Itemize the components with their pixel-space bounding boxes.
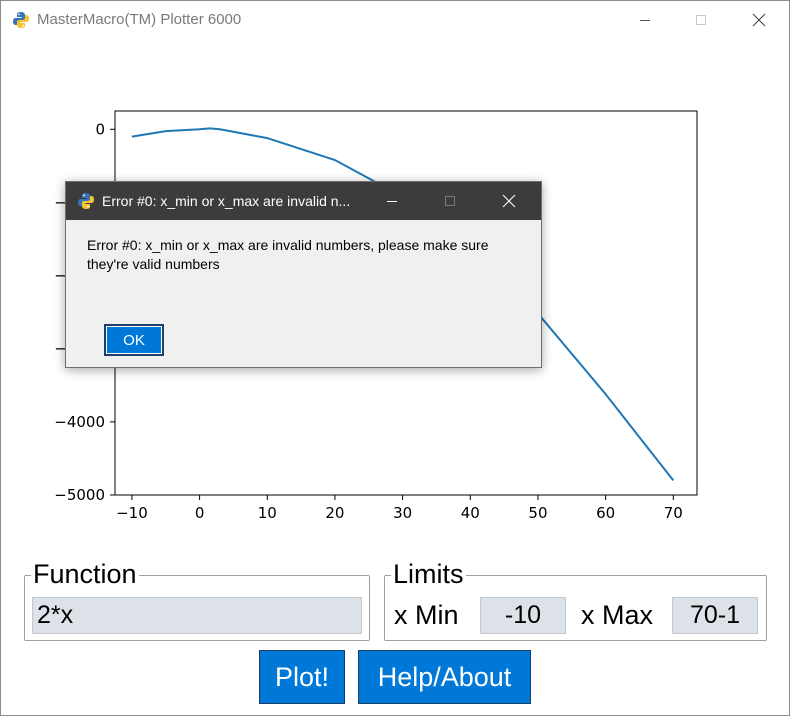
dialog-title-bar[interactable]: Error #0: x_min or x_max are invalid n..… [66,182,541,220]
maximize-icon [696,15,706,25]
close-button[interactable] [731,1,787,39]
error-dialog: Error #0: x_min or x_max are invalid n..… [65,181,542,368]
x-tick-label: 60 [596,504,615,522]
x-tick-label: 70 [664,504,683,522]
python-icon [13,12,29,28]
window-title: MasterMacro(TM) Plotter 6000 [37,11,242,28]
y-tick-label: −4000 [54,413,105,431]
x-min-label: x Min [394,600,459,630]
function-input[interactable] [32,597,362,634]
maximize-icon [445,196,455,206]
close-icon [502,194,516,208]
series-line [131,127,675,482]
x-tick-label: 50 [528,504,547,522]
ok-button[interactable]: OK [104,324,164,356]
x-max-label: x Max [581,600,654,630]
dialog-title: Error #0: x_min or x_max are invalid n..… [102,193,351,209]
function-frame-label: Function [31,559,139,589]
x-max-input[interactable] [672,597,758,634]
help-about-button[interactable]: Help/About [358,650,531,704]
x-tick-label: 40 [461,504,480,522]
x-tick-label: −10 [116,504,148,522]
limits-frame-label: Limits [391,559,466,589]
close-icon [752,13,766,27]
dialog-minimize-button[interactable] [364,182,420,220]
x-tick-label: 20 [325,504,344,522]
dialog-message: Error #0: x_min or x_max are invalid num… [87,237,489,272]
x-tick-label: 30 [393,504,412,522]
minimize-button[interactable] [617,1,673,39]
plot-button[interactable]: Plot! [259,650,345,704]
python-icon [78,193,94,209]
limits-frame: Limits x Min x Max [384,559,767,641]
dialog-maximize-button[interactable] [422,182,478,220]
minimize-icon [387,201,397,202]
x-tick-label: 0 [195,504,205,522]
function-frame: Function [24,559,370,641]
x-tick-label: 10 [258,504,277,522]
y-tick-label: 0 [95,120,105,138]
dialog-close-button[interactable] [481,182,537,220]
maximize-button[interactable] [673,1,729,39]
title-bar[interactable]: MasterMacro(TM) Plotter 6000 [1,1,789,39]
x-min-input[interactable] [480,597,566,634]
minimize-icon [640,20,650,21]
y-tick-label: −5000 [54,486,105,504]
